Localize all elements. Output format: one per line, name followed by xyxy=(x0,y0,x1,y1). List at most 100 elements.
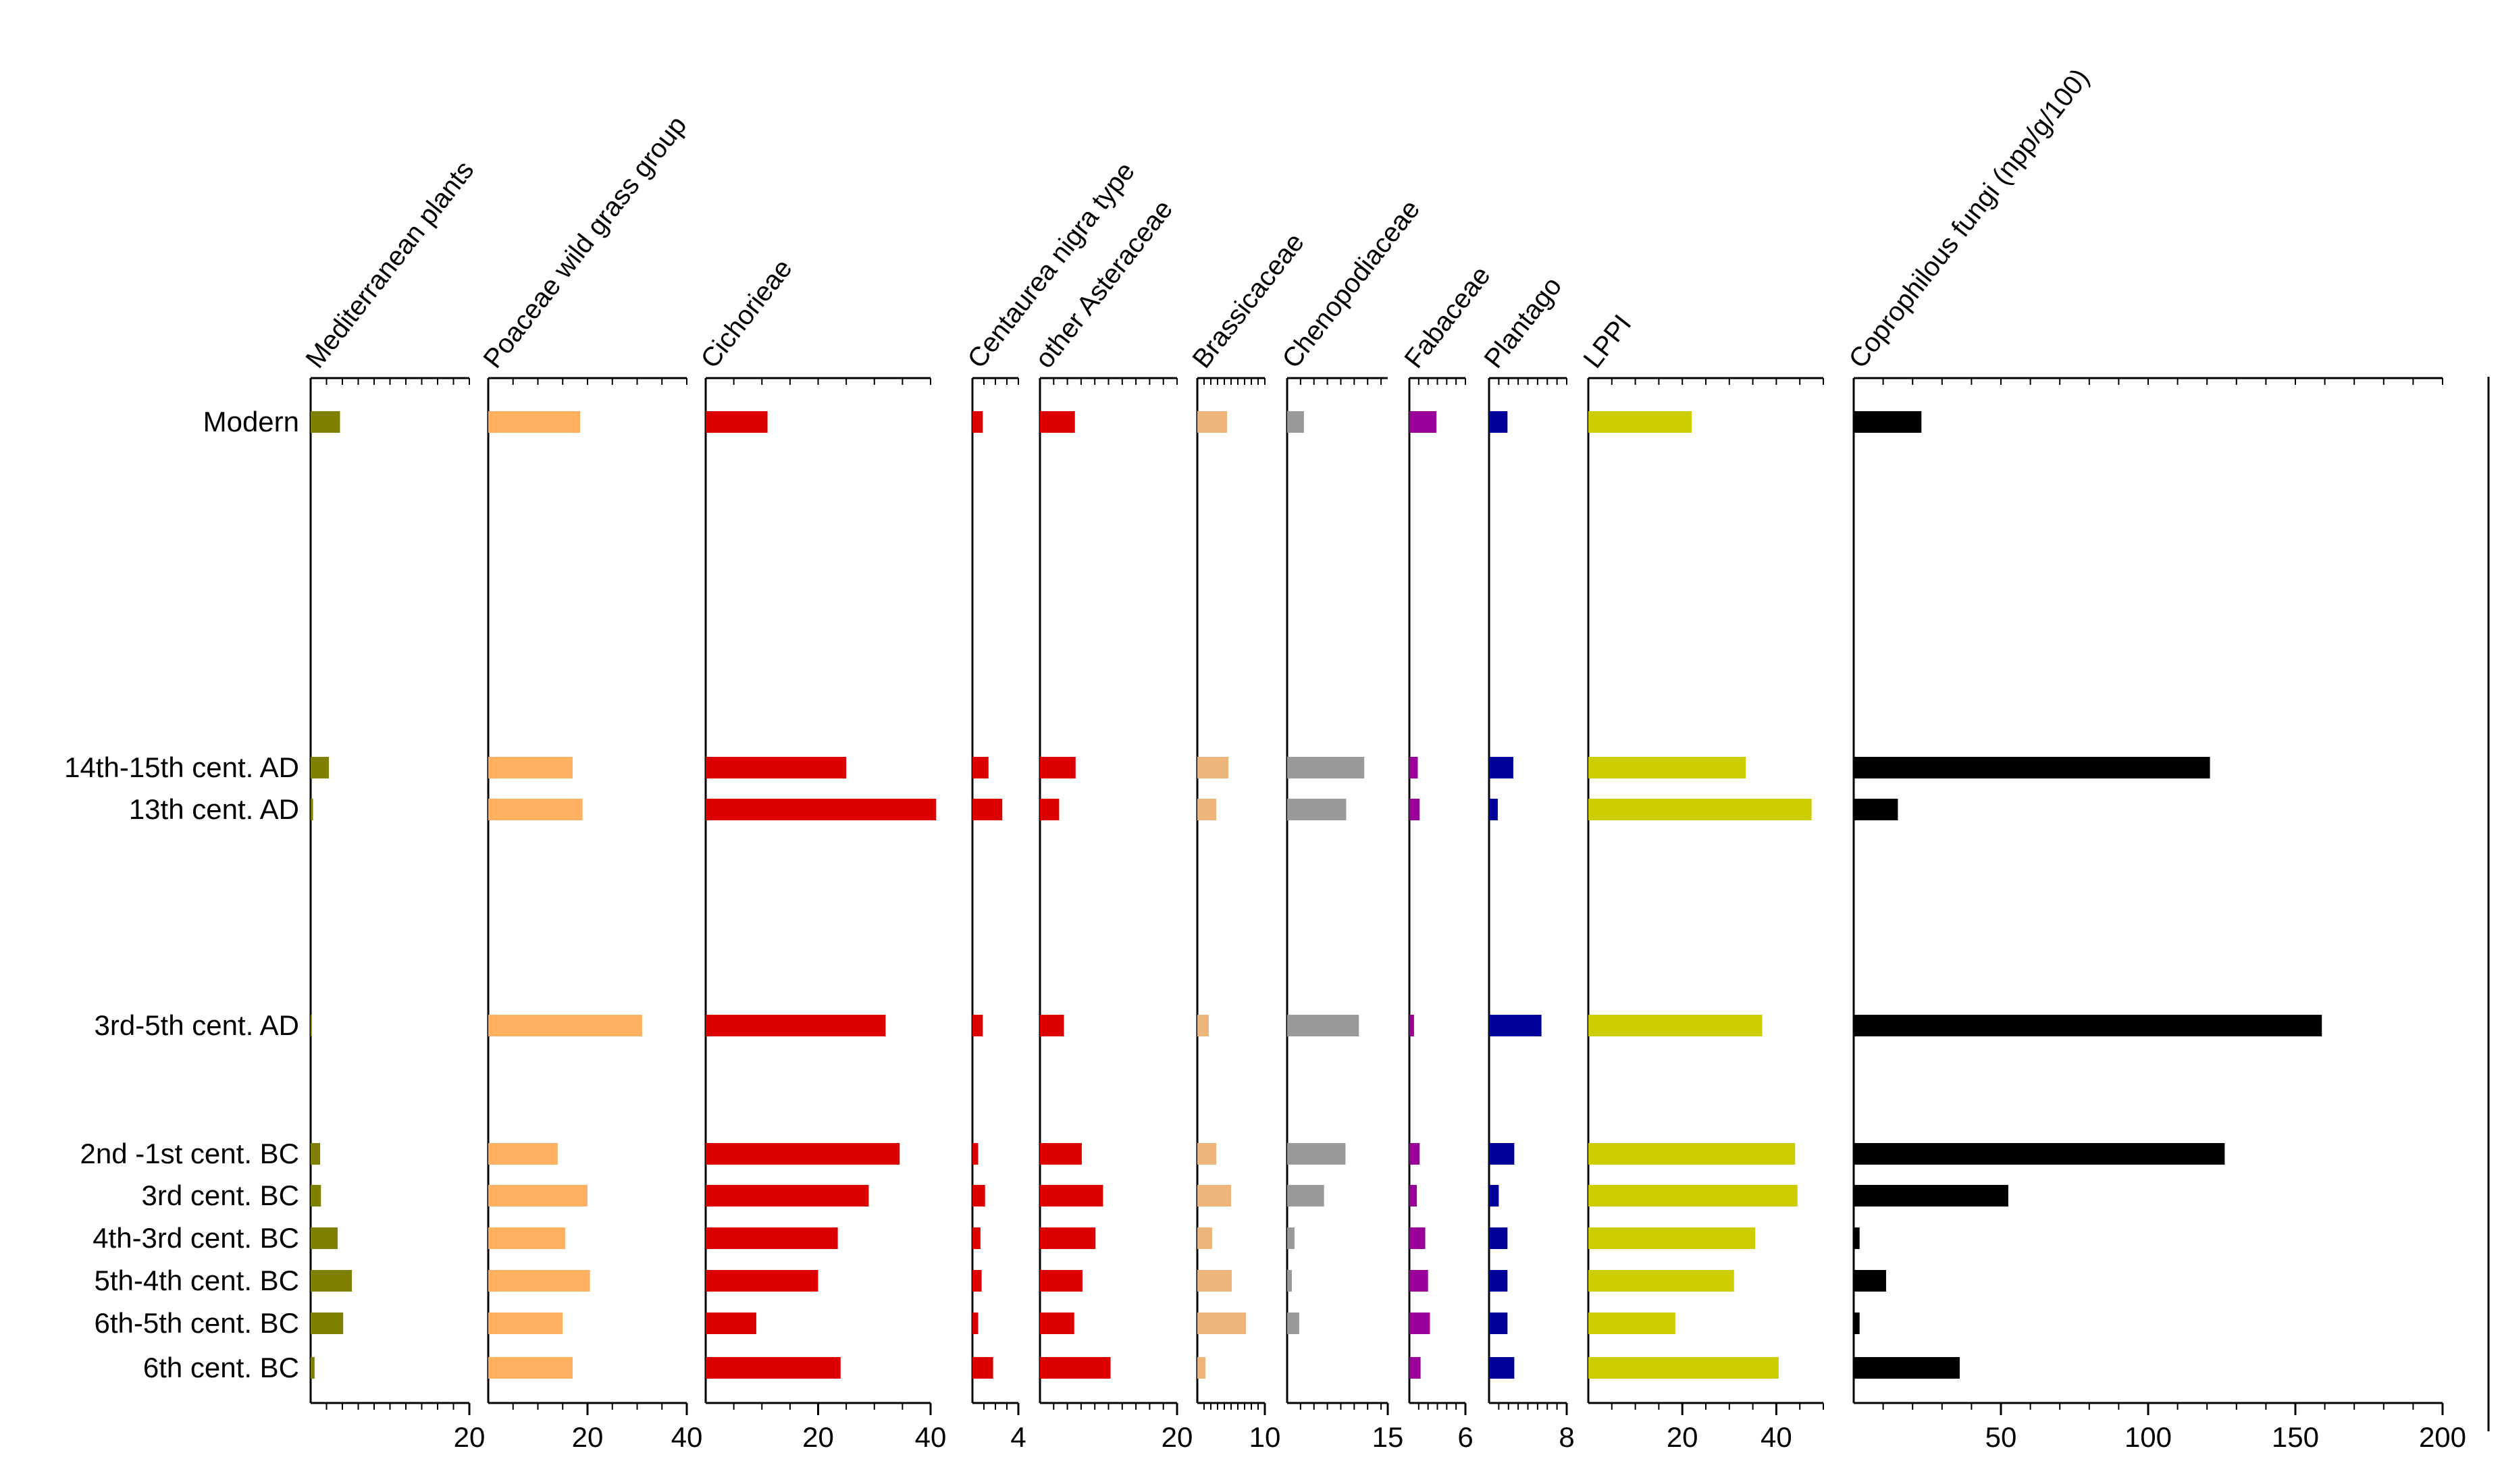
column-title-chenopodiaceae: Chenopodiaceae xyxy=(1276,194,1426,373)
bar-chenopodiaceae-3rd-cent-bc xyxy=(1287,1185,1324,1207)
tick-label-plantago: 8 xyxy=(1559,1421,1574,1453)
panel-poaceae-wild-grass-group: Poaceae wild grass group 20 40 xyxy=(477,111,702,1453)
bar-other-asteraceae-3rd-5th-cent-ad xyxy=(1040,1015,1064,1036)
tick-label-coprophilous-fungi-npp-g-100: 200 xyxy=(2419,1421,2466,1453)
bar-mediterranean-plants-modern xyxy=(311,411,340,433)
column-title-poaceae-wild-grass-group: Poaceae wild grass group xyxy=(477,111,692,374)
tick-label-centaurea-nigra-type: 4 xyxy=(1010,1421,1026,1453)
tick-label-poaceae-wild-grass-group: 20 xyxy=(572,1421,604,1453)
bar-chenopodiaceae-14th-15th-cent-ad xyxy=(1287,757,1365,778)
column-title-plantago: Plantago xyxy=(1478,271,1567,374)
bar-cichorieae-6th-cent-bc xyxy=(706,1357,841,1379)
bar-plantago-6th-cent-bc xyxy=(1489,1357,1515,1379)
tick-label-lppi: 40 xyxy=(1761,1421,1792,1453)
bar-cichorieae-5th-4th-cent-bc xyxy=(706,1270,818,1292)
bar-coprophilous-fungi-npp-g-100-3rd-5th-cent-ad xyxy=(1854,1015,2322,1036)
bar-other-asteraceae-3rd-cent-bc xyxy=(1040,1185,1103,1207)
bar-plantago-modern xyxy=(1489,411,1508,433)
bar-other-asteraceae-2nd-1st-cent-bc xyxy=(1040,1143,1082,1165)
bar-plantago-6th-5th-cent-bc xyxy=(1489,1313,1508,1334)
bar-centaurea-nigra-type-14th-15th-cent-ad xyxy=(972,757,989,778)
bar-centaurea-nigra-type-5th-4th-cent-bc xyxy=(972,1270,982,1292)
bar-cichorieae-2nd-1st-cent-bc xyxy=(706,1143,900,1165)
bar-plantago-14th-15th-cent-ad xyxy=(1489,757,1513,778)
bar-mediterranean-plants-5th-4th-cent-bc xyxy=(311,1270,353,1292)
tick-label-coprophilous-fungi-npp-g-100: 100 xyxy=(2125,1421,2172,1453)
bar-lppi-2nd-1st-cent-bc xyxy=(1588,1143,1796,1165)
tick-label-poaceae-wild-grass-group: 40 xyxy=(671,1421,703,1453)
row-label-14th-15th-cent-ad: 14th-15th cent. AD xyxy=(64,751,299,783)
bar-centaurea-nigra-type-modern xyxy=(972,411,983,433)
bar-lppi-6th-cent-bc xyxy=(1588,1357,1779,1379)
bar-cichorieae-3rd-5th-cent-ad xyxy=(706,1015,886,1036)
bar-other-asteraceae-modern xyxy=(1040,411,1075,433)
bar-poaceae-wild-grass-group-3rd-cent-bc xyxy=(488,1185,588,1207)
bar-centaurea-nigra-type-6th-cent-bc xyxy=(972,1357,993,1379)
row-label-6th-cent-bc: 6th cent. BC xyxy=(143,1352,299,1383)
bar-coprophilous-fungi-npp-g-100-13th-cent-ad xyxy=(1854,799,1898,820)
bar-lppi-14th-15th-cent-ad xyxy=(1588,757,1746,778)
bar-plantago-3rd-5th-cent-ad xyxy=(1489,1015,1542,1036)
bar-chenopodiaceae-3rd-5th-cent-ad xyxy=(1287,1015,1359,1036)
bar-other-asteraceae-6th-cent-bc xyxy=(1040,1357,1111,1379)
bar-poaceae-wild-grass-group-2nd-1st-cent-bc xyxy=(488,1143,558,1165)
bar-mediterranean-plants-3rd-cent-bc xyxy=(311,1185,321,1207)
bar-centaurea-nigra-type-3rd-5th-cent-ad xyxy=(972,1015,983,1036)
bar-poaceae-wild-grass-group-3rd-5th-cent-ad xyxy=(488,1015,642,1036)
tick-label-other-asteraceae: 20 xyxy=(1162,1421,1193,1453)
panel-coprophilous-fungi-npp-g-100: Coprophilous fungi (npp/g/100) 50 100 150 20… xyxy=(1843,63,2466,1453)
bar-chenopodiaceae-5th-4th-cent-bc xyxy=(1287,1270,1292,1292)
row-label-6th-5th-cent-bc: 6th-5th cent. BC xyxy=(95,1307,300,1339)
bar-coprophilous-fungi-npp-g-100-6th-cent-bc xyxy=(1854,1357,1960,1379)
bar-fabaceae-14th-15th-cent-ad xyxy=(1409,757,1418,778)
bar-plantago-2nd-1st-cent-bc xyxy=(1489,1143,1515,1165)
bar-chenopodiaceae-2nd-1st-cent-bc xyxy=(1287,1143,1346,1165)
bar-brassicaceae-3rd-5th-cent-ad xyxy=(1197,1015,1209,1036)
bar-cichorieae-14th-15th-cent-ad xyxy=(706,757,847,778)
row-labels: Modern 14th-15th cent. AD 13th cent. AD 3rd… xyxy=(64,406,299,1383)
row-label-2nd-1st-cent-bc: 2nd -1st cent. BC xyxy=(80,1138,300,1169)
column-title-coprophilous-fungi-npp-g-100: Coprophilous fungi (npp/g/100) xyxy=(1843,63,2095,374)
row-label-3rd-cent-bc: 3rd cent. BC xyxy=(142,1180,299,1211)
bar-poaceae-wild-grass-group-4th-3rd-cent-bc xyxy=(488,1227,565,1249)
tick-label-chenopodiaceae: 15 xyxy=(1372,1421,1404,1453)
tick-label-mediterranean-plants: 20 xyxy=(454,1421,486,1453)
bar-cichorieae-modern xyxy=(706,411,768,433)
panel-cichorieae: Cichorieae 20 40 xyxy=(695,254,946,1453)
bar-poaceae-wild-grass-group-5th-4th-cent-bc xyxy=(488,1270,590,1292)
bar-cichorieae-6th-5th-cent-bc xyxy=(706,1313,756,1334)
bar-brassicaceae-6th-5th-cent-bc xyxy=(1197,1313,1246,1334)
row-label-4th-3rd-cent-bc: 4th-3rd cent. BC xyxy=(93,1222,299,1254)
bar-other-asteraceae-5th-4th-cent-bc xyxy=(1040,1270,1083,1292)
bar-lppi-modern xyxy=(1588,411,1692,433)
panel-chenopodiaceae: Chenopodiaceae 15 xyxy=(1276,194,1426,1453)
row-label-5th-4th-cent-bc: 5th-4th cent. BC xyxy=(95,1265,300,1296)
bar-coprophilous-fungi-npp-g-100-4th-3rd-cent-bc xyxy=(1854,1227,1860,1249)
bar-fabaceae-6th-5th-cent-bc xyxy=(1409,1313,1430,1334)
bar-centaurea-nigra-type-4th-3rd-cent-bc xyxy=(972,1227,981,1249)
panel-plantago: Plantago 8 xyxy=(1478,271,1574,1453)
bar-brassicaceae-14th-15th-cent-ad xyxy=(1197,757,1228,778)
bar-chenopodiaceae-6th-5th-cent-bc xyxy=(1287,1313,1299,1334)
tick-label-coprophilous-fungi-npp-g-100: 150 xyxy=(2272,1421,2319,1453)
tick-label-fabaceae: 6 xyxy=(1457,1421,1473,1453)
bar-poaceae-wild-grass-group-modern xyxy=(488,411,580,433)
tick-label-brassicaceae: 10 xyxy=(1249,1421,1281,1453)
bar-other-asteraceae-13th-cent-ad xyxy=(1040,799,1060,820)
bar-poaceae-wild-grass-group-6th-5th-cent-bc xyxy=(488,1313,563,1334)
bar-coprophilous-fungi-npp-g-100-5th-4th-cent-bc xyxy=(1854,1270,1886,1292)
bar-poaceae-wild-grass-group-14th-15th-cent-ad xyxy=(488,757,573,778)
bar-fabaceae-3rd-cent-bc xyxy=(1409,1185,1417,1207)
bar-centaurea-nigra-type-13th-cent-ad xyxy=(972,799,1003,820)
column-title-mediterranean-plants: Mediterranean plants xyxy=(300,155,479,373)
bar-cichorieae-3rd-cent-bc xyxy=(706,1185,869,1207)
bar-chenopodiaceae-modern xyxy=(1287,411,1304,433)
tick-label-cichorieae: 40 xyxy=(915,1421,947,1453)
bar-brassicaceae-modern xyxy=(1197,411,1227,433)
bar-mediterranean-plants-14th-15th-cent-ad xyxy=(311,757,330,778)
bar-fabaceae-13th-cent-ad xyxy=(1409,799,1420,820)
bar-lppi-3rd-5th-cent-ad xyxy=(1588,1015,1763,1036)
